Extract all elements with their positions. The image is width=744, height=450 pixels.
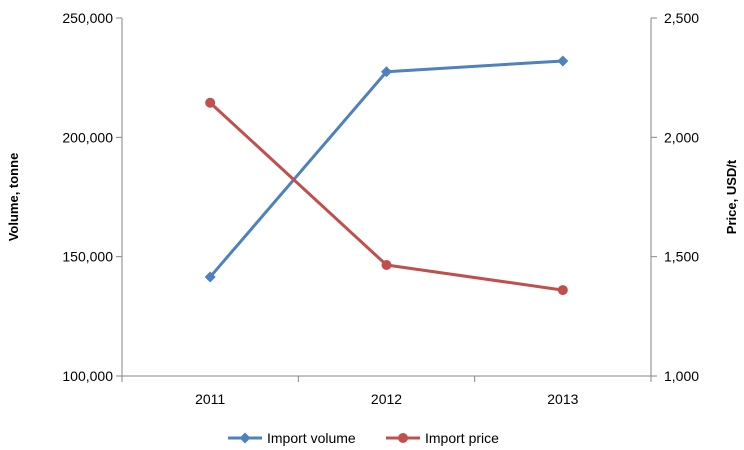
left-axis-ticks: 100,000 150,000 200,000 250,000 [62, 10, 122, 384]
legend-swatch-marker [398, 433, 408, 443]
right-axis-title: Price, USD/t [724, 159, 739, 234]
import-volume-point [381, 66, 392, 78]
import-price-point [205, 97, 216, 108]
right-tick-label: 2,500 [664, 10, 699, 26]
x-tick-label: 2013 [547, 391, 578, 407]
legend-item-import-price: Import price [386, 430, 499, 446]
series-layer [204, 55, 569, 296]
import-volume-series [204, 55, 569, 283]
x-axis-ticks: 2011 2012 2013 [121, 376, 652, 407]
legend-label: Import price [425, 430, 499, 446]
right-tick-label: 1,500 [664, 249, 699, 265]
left-tick-label: 150,000 [62, 249, 113, 265]
legend-item-import-volume: Import volume [228, 430, 356, 446]
import-volume-line [209, 59, 563, 278]
right-axis-ticks: 1,000 1,500 2,000 2,500 [651, 10, 699, 384]
left-tick-label: 200,000 [62, 129, 113, 145]
legend: Import volume Import price [228, 430, 499, 446]
x-tick-label: 2012 [371, 391, 402, 407]
import-price-series [205, 97, 568, 296]
import-price-point [557, 285, 568, 296]
right-tick-label: 2,000 [664, 129, 699, 145]
import-volume-point [204, 271, 216, 283]
import-price-point [381, 260, 392, 271]
left-tick-label: 250,000 [62, 10, 113, 26]
right-tick-label: 1,000 [664, 368, 699, 384]
legend-label: Import volume [267, 430, 356, 446]
left-axis-title: Volume, tonne [6, 153, 21, 242]
legend-swatch-marker [239, 432, 251, 444]
x-tick-label: 2011 [195, 391, 225, 407]
left-tick-label: 100,000 [62, 368, 113, 384]
import-volume-point [557, 55, 569, 67]
